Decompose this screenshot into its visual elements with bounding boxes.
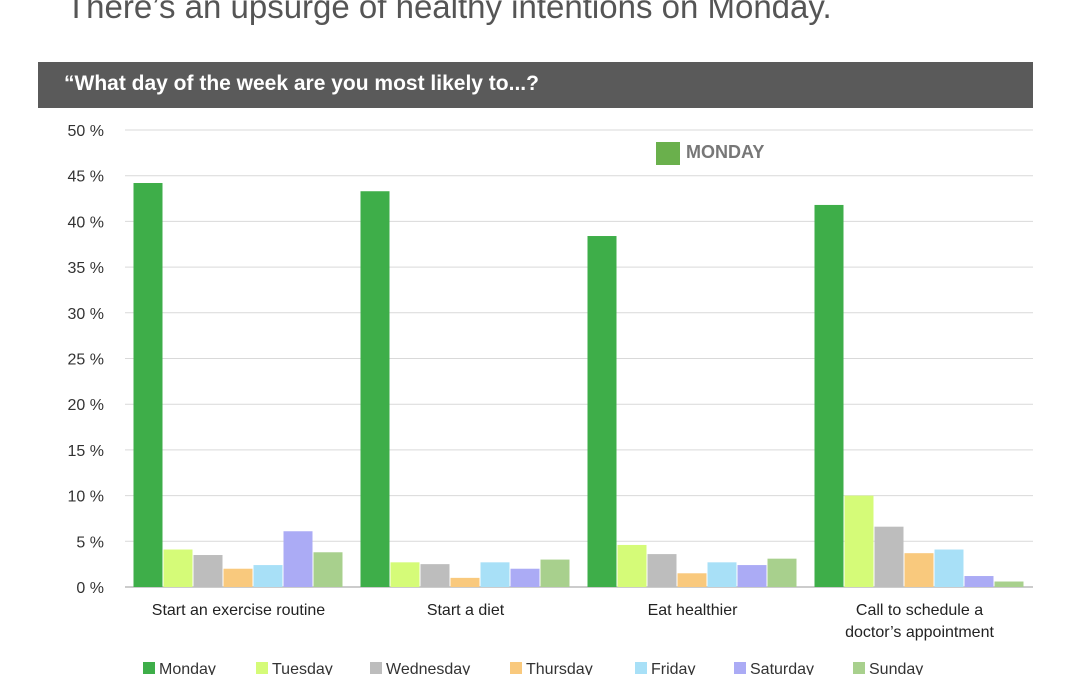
callout-swatch xyxy=(656,142,680,165)
bar-sunday xyxy=(767,558,797,587)
bar-saturday xyxy=(964,576,994,587)
monday-callout: MONDAY xyxy=(656,142,764,165)
legend-label-wednesday: Wednesday xyxy=(386,661,470,675)
bar-wednesday xyxy=(193,555,223,587)
page-headline: There’s an upsurge of healthy intentions… xyxy=(66,0,832,25)
bar-tuesday xyxy=(390,562,420,587)
legend-swatch-saturday xyxy=(734,662,746,674)
y-tick-label: 50 % xyxy=(68,123,104,140)
legend-swatch-tuesday xyxy=(256,662,268,674)
bar-sunday xyxy=(313,552,343,587)
bar-tuesday xyxy=(844,495,874,587)
callout-label: MONDAY xyxy=(686,142,764,162)
bar-tuesday xyxy=(163,549,193,587)
x-tick-label: Start an exercise routine xyxy=(152,602,326,619)
question-banner: “What day of the week are you most likel… xyxy=(38,62,1033,108)
y-tick-label: 35 % xyxy=(68,260,104,277)
y-tick-label: 15 % xyxy=(68,443,104,460)
legend-label-saturday: Saturday xyxy=(750,661,814,675)
bar-saturday xyxy=(510,568,540,587)
legend-swatch-friday xyxy=(635,662,647,674)
x-axis-labels: Start an exercise routine Start a diet Eat… xyxy=(152,602,995,641)
bar-thursday xyxy=(677,573,707,587)
legend-label-thursday: Thursday xyxy=(526,661,593,675)
legend-swatch-thursday xyxy=(510,662,522,674)
y-tick-label: 10 % xyxy=(68,489,104,506)
y-axis-ticks: 0 % 5 % 10 % 15 % 20 % 25 % 30 % 35 % 40 % 45 % 50… xyxy=(68,123,104,597)
legend: Monday Tuesday Wednesday Thursday Friday Satu… xyxy=(143,661,923,675)
bar-wednesday xyxy=(647,554,677,587)
bar-friday xyxy=(934,549,964,587)
x-tick-label: Call to schedule a doctor’s appointment xyxy=(845,602,994,641)
bar-wednesday xyxy=(874,526,904,587)
bars xyxy=(133,183,1024,588)
bar-monday xyxy=(814,204,844,587)
bar-saturday xyxy=(283,531,313,587)
bar-wednesday xyxy=(420,564,450,587)
bar-sunday xyxy=(994,581,1024,587)
legend-swatch-sunday xyxy=(853,662,865,674)
legend-label-sunday: Sunday xyxy=(869,661,923,675)
bar-thursday xyxy=(223,568,253,587)
y-tick-label: 0 % xyxy=(76,580,104,597)
x-tick-label: Eat healthier xyxy=(648,602,739,619)
gridlines xyxy=(125,129,1033,588)
legend-swatch-wednesday xyxy=(370,662,382,674)
y-tick-label: 40 % xyxy=(68,214,104,231)
bar-monday xyxy=(360,191,390,587)
legend-swatch-monday xyxy=(143,662,155,674)
bar-thursday xyxy=(904,553,934,587)
bar-monday xyxy=(587,236,617,588)
x-tick-label: Start a diet xyxy=(427,602,505,619)
bar-saturday xyxy=(737,565,767,587)
bar-friday xyxy=(480,562,510,587)
bar-thursday xyxy=(450,577,480,587)
y-tick-label: 45 % xyxy=(68,169,104,186)
question-text: “What day of the week are you most likel… xyxy=(64,72,539,95)
bar-friday xyxy=(253,565,283,587)
y-tick-label: 25 % xyxy=(68,352,104,369)
bar-sunday xyxy=(540,559,570,587)
bar-monday xyxy=(133,183,163,587)
y-tick-label: 5 % xyxy=(76,534,104,551)
bar-friday xyxy=(707,562,737,587)
bar-tuesday xyxy=(617,544,647,587)
legend-label-friday: Friday xyxy=(651,661,695,675)
y-tick-label: 20 % xyxy=(68,397,104,414)
y-tick-label: 30 % xyxy=(68,306,104,323)
legend-label-monday: Monday xyxy=(159,661,216,675)
legend-label-tuesday: Tuesday xyxy=(272,661,333,675)
